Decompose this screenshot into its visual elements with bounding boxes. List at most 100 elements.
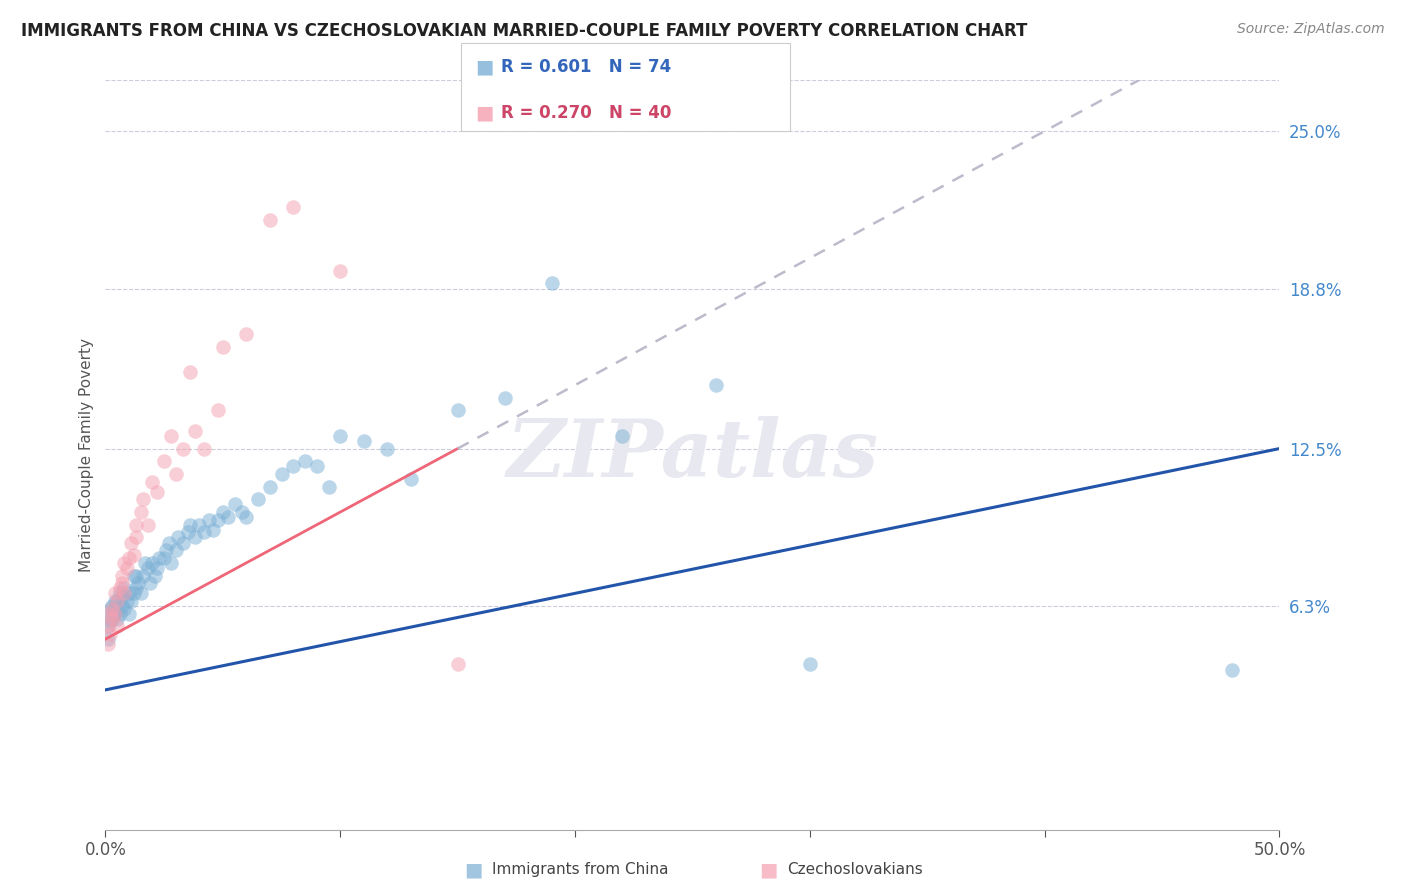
Point [193, 442, 215, 456]
Point [193, 525, 215, 540]
Point [399, 472, 422, 486]
Point [183, 424, 205, 438]
Point [108, 581, 131, 595]
Point [153, 550, 176, 565]
Point [799, 657, 821, 672]
Point [179, 365, 201, 379]
Point [447, 403, 470, 417]
Point [211, 505, 233, 519]
Point [283, 459, 305, 474]
Point [98, 627, 121, 641]
Point [259, 213, 281, 227]
Point [108, 607, 131, 621]
Text: ZIPatlas: ZIPatlas [506, 417, 879, 493]
Point [704, 378, 727, 392]
Point [165, 467, 187, 481]
Point [122, 586, 145, 600]
Point [146, 561, 169, 575]
Text: ■: ■ [475, 57, 494, 77]
Point [610, 429, 633, 443]
Point [125, 568, 148, 582]
Point [329, 429, 352, 443]
Point [98, 601, 121, 615]
Point [112, 556, 135, 570]
Point [101, 612, 124, 626]
Point [217, 510, 239, 524]
Point [224, 498, 246, 512]
Point [127, 576, 149, 591]
Point [129, 586, 152, 600]
Point [157, 535, 180, 549]
Point [270, 467, 292, 481]
Point [188, 517, 211, 532]
Point [540, 277, 562, 291]
Point [105, 594, 128, 608]
Point [132, 492, 155, 507]
Point [125, 517, 148, 532]
Point [155, 543, 177, 558]
Text: ■: ■ [475, 103, 494, 123]
Point [235, 327, 257, 342]
Point [104, 586, 127, 600]
Point [108, 586, 131, 600]
Point [1222, 663, 1244, 677]
Point [97, 619, 120, 633]
Text: IMMIGRANTS FROM CHINA VS CZECHOSLOVAKIAN MARRIED-COUPLE FAMILY POVERTY CORRELATI: IMMIGRANTS FROM CHINA VS CZECHOSLOVAKIAN… [21, 22, 1028, 40]
Point [97, 637, 120, 651]
Text: R = 0.601   N = 74: R = 0.601 N = 74 [501, 58, 671, 76]
Point [112, 601, 135, 615]
Point [247, 492, 270, 507]
Point [176, 525, 198, 540]
Point [105, 601, 128, 615]
Point [283, 200, 305, 214]
Point [375, 442, 398, 456]
Point [120, 535, 142, 549]
Point [139, 576, 162, 591]
Text: ■: ■ [464, 860, 482, 880]
Point [207, 403, 229, 417]
Point [160, 429, 183, 443]
Point [118, 586, 141, 600]
Point [447, 657, 470, 672]
Point [101, 607, 124, 621]
Point [202, 523, 225, 537]
Point [101, 601, 124, 615]
Point [122, 548, 145, 562]
Point [134, 556, 156, 570]
Point [97, 619, 120, 633]
Point [104, 607, 127, 621]
Text: R = 0.270   N = 40: R = 0.270 N = 40 [501, 104, 671, 122]
Point [136, 517, 159, 532]
Point [141, 556, 163, 570]
Point [111, 576, 134, 591]
Point [329, 264, 352, 278]
Point [183, 531, 205, 545]
Text: ■: ■ [759, 860, 778, 880]
Point [118, 550, 141, 565]
Point [211, 340, 233, 354]
Point [111, 589, 134, 603]
Point [115, 561, 138, 575]
Point [104, 594, 127, 608]
Point [105, 612, 128, 626]
Point [179, 517, 201, 532]
Point [105, 619, 128, 633]
Point [118, 607, 141, 621]
Point [129, 505, 152, 519]
Point [125, 531, 148, 545]
Point [172, 535, 194, 549]
Point [97, 632, 120, 646]
Point [197, 513, 219, 527]
Point [153, 454, 176, 468]
Point [111, 568, 134, 582]
Point [165, 543, 187, 558]
Text: Source: ZipAtlas.com: Source: ZipAtlas.com [1237, 22, 1385, 37]
Point [353, 434, 375, 448]
Point [101, 612, 124, 626]
Point [98, 607, 121, 621]
Point [318, 480, 340, 494]
Point [141, 475, 163, 489]
Point [167, 531, 190, 545]
Text: Immigrants from China: Immigrants from China [492, 863, 669, 877]
Text: Czechoslovakians: Czechoslovakians [787, 863, 924, 877]
